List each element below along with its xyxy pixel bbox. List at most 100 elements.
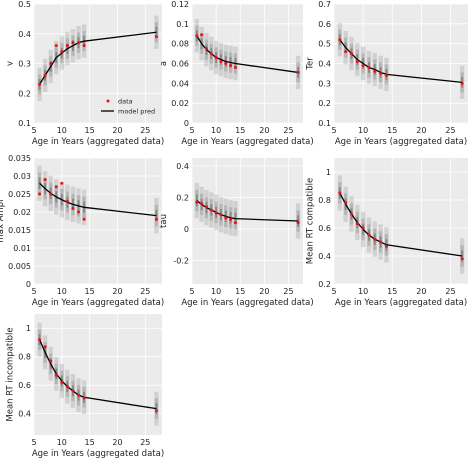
- data-point: [60, 181, 64, 185]
- data-point: [77, 210, 81, 214]
- data-point: [355, 222, 359, 226]
- data-point: [229, 217, 233, 221]
- x-tick-label: 5: [331, 126, 336, 135]
- data-point: [349, 212, 353, 216]
- data-point: [361, 63, 365, 67]
- legend-label-data: data: [118, 98, 133, 106]
- y-tick-label: 0.12: [171, 0, 189, 9]
- x-tick-label: 20: [112, 438, 122, 447]
- model-pred-line: [196, 200, 299, 222]
- data-point: [224, 216, 228, 220]
- x-axis-label: Age in Years (aggregated data): [335, 298, 467, 308]
- model-pred-line: [39, 182, 157, 217]
- y-axis-label: Mean RT incompatible: [6, 327, 16, 421]
- x-axis-label: Age in Years (aggregated data): [32, 137, 164, 147]
- data-point: [77, 41, 81, 45]
- data-point: [54, 44, 58, 48]
- panel-1: 5 10 15 20 25 0.1 0.2 0.3 0.4 0.5 Age in Years (ag…: [6, 0, 165, 147]
- y-tick-label: 0.005: [8, 262, 31, 271]
- y-tick-label: 0.2: [318, 280, 331, 289]
- data-point: [224, 62, 228, 65]
- x-tick-label: 5: [31, 438, 36, 447]
- data-point: [373, 237, 377, 241]
- y-tick-label: 0.2: [18, 89, 31, 98]
- x-tick-label: 20: [112, 287, 122, 296]
- data-point: [71, 41, 75, 45]
- y-tick-label: 0.4: [18, 410, 31, 419]
- panel-5: 5 10 15 20 25 -0.2 0 0.2 0.4 Age in Years (aggreg…: [159, 158, 314, 308]
- data-point: [233, 65, 237, 69]
- data-point: [460, 81, 464, 85]
- data-point: [379, 240, 383, 244]
- x-tick-label: 15: [387, 126, 397, 135]
- x-tick-label: 25: [140, 126, 150, 135]
- y-axis-label: tau: [159, 214, 169, 228]
- data-point: [154, 35, 158, 39]
- x-tick-label: 15: [85, 287, 95, 296]
- data-point: [38, 82, 42, 86]
- data-point: [460, 257, 464, 261]
- plot-area: [334, 158, 468, 284]
- y-tick-label: 0.1: [176, 20, 189, 29]
- data-point: [344, 50, 348, 54]
- x-tick-label: 10: [358, 287, 368, 296]
- data-point: [209, 52, 213, 56]
- data-point: [60, 380, 64, 384]
- y-axis-label: Ter: [306, 57, 316, 71]
- legend-marker-data: [106, 99, 110, 103]
- y-tick-label: 0.015: [8, 226, 31, 235]
- data-point: [38, 192, 42, 196]
- data-point: [214, 211, 218, 215]
- data-point: [43, 178, 47, 182]
- data-point: [361, 226, 365, 230]
- data-point: [214, 56, 218, 60]
- data-point: [373, 69, 377, 73]
- y-tick-label: 0.035: [8, 154, 31, 163]
- model-pred-line: [38, 339, 157, 410]
- y-axis-label: Mean RT compatible: [306, 178, 316, 264]
- x-axis-label: Age in Years (aggregated data): [181, 298, 313, 308]
- data-point: [195, 34, 199, 38]
- data-point: [49, 359, 53, 363]
- data-point: [82, 44, 86, 48]
- panel-2: 5 10 15 20 25 0 0.02 0.04 0.06 0.08 0.1 0.12 Age in …: [159, 0, 314, 147]
- y-tick-label: 0: [26, 280, 31, 289]
- y-tick-label: 0.6: [18, 381, 31, 390]
- y-tick-label: 1: [26, 324, 31, 333]
- x-tick-label: 15: [85, 126, 95, 135]
- x-tick-label: 20: [259, 126, 269, 135]
- panel-4: 5 10 15 20 25 0 0.005 0.01 0.015 0.02 0.025 0.03 0.0…: [0, 154, 164, 308]
- y-tick-label: 0.2: [318, 99, 331, 108]
- x-axis-label: Age in Years (aggregated data): [32, 298, 164, 308]
- data-point: [355, 60, 359, 64]
- x-tick-label: 5: [189, 287, 194, 296]
- x-tick-label: 20: [416, 126, 426, 135]
- x-axis-label: Age in Years (aggregated data): [181, 137, 313, 147]
- prediction-band-center: [155, 26, 158, 38]
- y-tick-label: 0.5: [18, 0, 31, 9]
- x-tick-label: 25: [445, 126, 455, 135]
- plot-area: [34, 314, 162, 435]
- x-tick-label: 5: [31, 287, 36, 296]
- data-point: [204, 47, 208, 51]
- legend-label-model: model pred: [118, 108, 155, 116]
- y-tick-label: 0.025: [8, 190, 31, 199]
- data-point: [49, 192, 53, 196]
- y-tick-label: 0: [184, 119, 189, 128]
- y-axis-label: max Ampl: [0, 199, 6, 242]
- x-tick-label: 25: [283, 126, 293, 135]
- data-point: [384, 244, 388, 248]
- data-point: [77, 393, 81, 397]
- prediction-band-center: [155, 209, 158, 222]
- data-point: [209, 208, 213, 212]
- data-point: [60, 50, 64, 54]
- x-tick-label: 20: [112, 126, 122, 135]
- data-point: [65, 385, 69, 389]
- legend: data model pred: [101, 98, 155, 116]
- y-tick-label: 0.4: [176, 162, 189, 171]
- y-tick-label: 0.1: [318, 119, 331, 128]
- y-tick-label: 0.02: [13, 208, 31, 217]
- model-pred-line: [339, 192, 463, 257]
- data-point: [49, 62, 53, 65]
